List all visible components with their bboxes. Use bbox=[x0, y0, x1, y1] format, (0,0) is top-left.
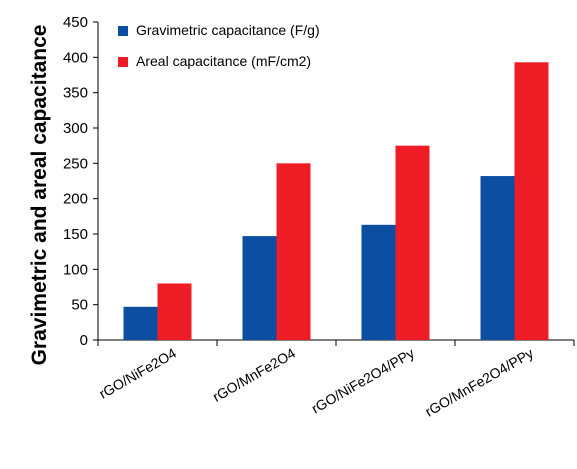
y-tick-label: 100 bbox=[63, 261, 88, 278]
bar-areal bbox=[514, 62, 549, 340]
y-tick-label: 150 bbox=[63, 226, 88, 243]
bar-gravimetric bbox=[361, 224, 396, 340]
x-tick-label: rGO/MnFe2O4/PPy bbox=[422, 345, 536, 420]
legend-label: Gravimetric capacitance (F/g) bbox=[136, 22, 320, 38]
legend-swatch bbox=[118, 26, 128, 36]
y-tick-label: 200 bbox=[63, 191, 88, 208]
y-tick-label: 350 bbox=[63, 85, 88, 102]
bar-gravimetric bbox=[123, 306, 158, 340]
x-tick-label: rGO/NiFe2O4 bbox=[96, 345, 179, 402]
legend-label: Areal capacitance (mF/cm2) bbox=[136, 53, 311, 69]
y-tick-label: 300 bbox=[63, 120, 88, 137]
bar-gravimetric bbox=[480, 176, 515, 340]
bar-areal bbox=[395, 145, 430, 340]
legend-swatch bbox=[118, 57, 128, 67]
x-tick-label: rGO/MnFe2O4 bbox=[210, 345, 298, 405]
y-axis-label: Gravimetric and areal capacitance bbox=[28, 25, 51, 366]
bars bbox=[123, 62, 549, 340]
y-tick-label: 50 bbox=[71, 297, 88, 314]
bar-areal bbox=[157, 283, 192, 340]
x-tick-label: rGO/NiFe2O4/PPy bbox=[309, 345, 417, 417]
y-tick-label: 450 bbox=[63, 14, 88, 31]
bar-gravimetric bbox=[242, 236, 277, 340]
y-tick-label: 0 bbox=[80, 332, 88, 349]
y-tick-label: 250 bbox=[63, 155, 88, 172]
legend: Gravimetric capacitance (F/g) Areal capac… bbox=[118, 22, 320, 69]
bar-areal bbox=[276, 163, 311, 340]
y-tick-label: 400 bbox=[63, 49, 88, 66]
